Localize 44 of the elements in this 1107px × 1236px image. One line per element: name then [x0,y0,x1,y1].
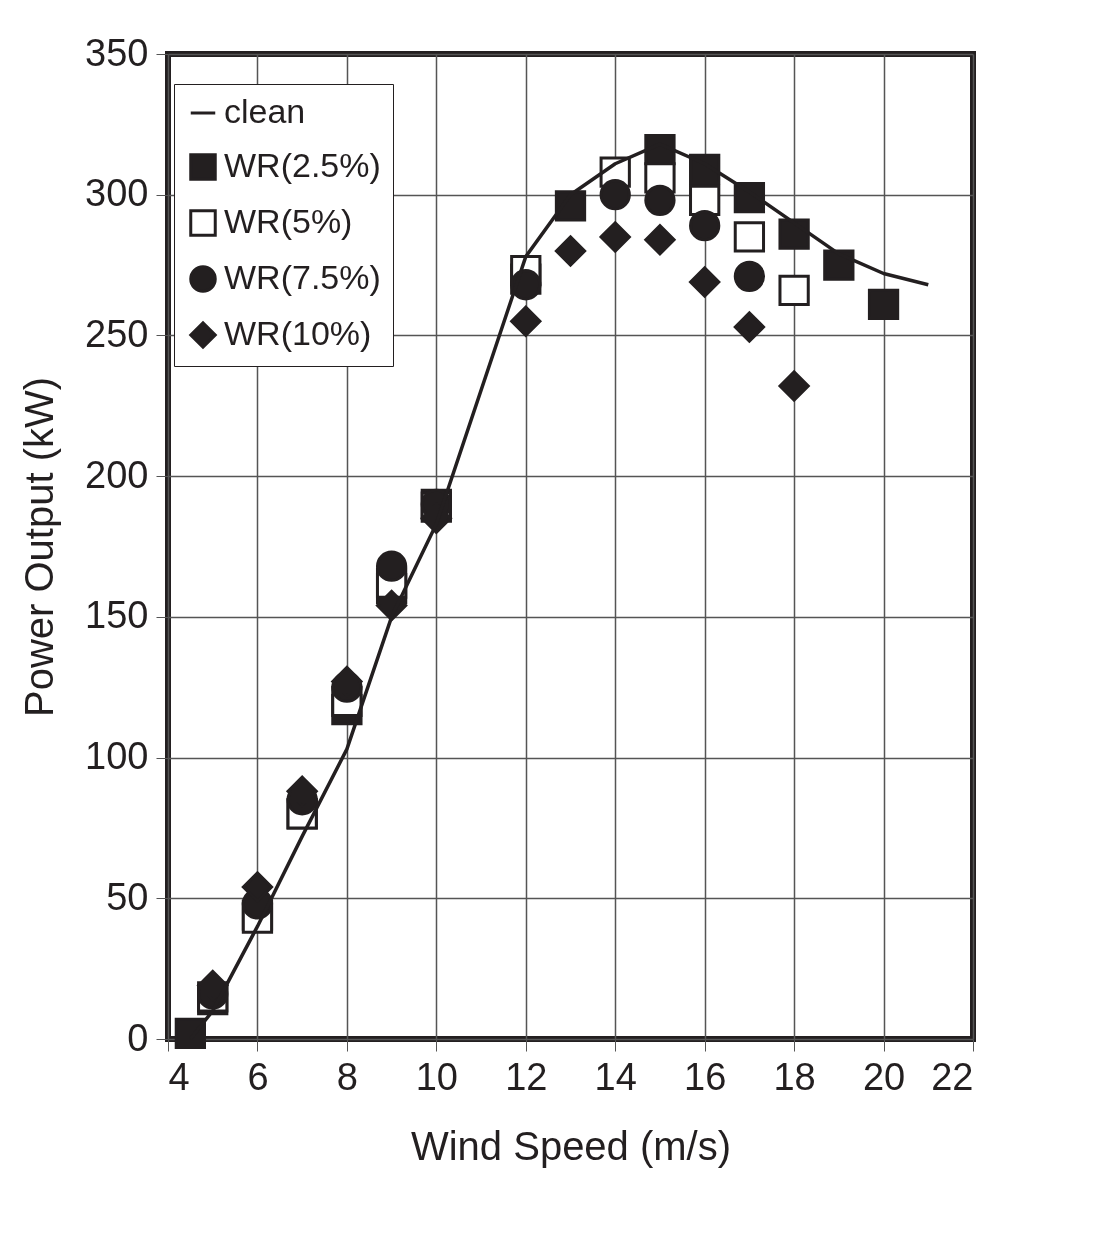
point [733,260,766,292]
y-tick-label: 100 [85,735,149,778]
x-tick-label: 14 [594,1055,637,1098]
x-tick-label: 4 [168,1055,190,1098]
legend-label: clean [224,92,306,130]
legend-label: WR(10%) [224,314,372,352]
point [778,370,810,402]
y-tick-label: 200 [85,453,149,496]
y-tick-label: 250 [85,312,149,355]
y-axis-title: Power Output (kW) [17,376,62,718]
x-axis-title: Wind Speed (m/s) [410,1123,732,1168]
point [778,274,810,307]
point [644,224,676,256]
point [689,266,721,298]
point [599,221,631,253]
y-tick-label: 0 [127,1016,149,1059]
y-tick-label: 50 [106,875,149,918]
legend-label: WR(5%) [224,202,353,240]
x-tick-label: 8 [336,1055,358,1098]
point [644,184,676,216]
point [689,210,721,242]
legend-label: WR(7.5%) [224,258,381,296]
x-tick-label: 12 [505,1055,548,1098]
point [375,550,408,582]
x-tick-label: 10 [415,1055,458,1098]
y-tick-label: 150 [85,594,149,637]
point [867,288,900,321]
x-tick-label: 16 [684,1055,727,1098]
x-tick-label: 18 [773,1055,816,1098]
point [174,1017,206,1050]
point [778,218,810,250]
point [554,190,587,222]
y-tick-label: 350 [85,31,149,74]
point [510,305,542,337]
point [733,221,766,253]
legend-label: WR(2.5%) [224,146,381,184]
point [554,235,587,267]
point [823,249,855,281]
y-tick-label: 300 [85,172,149,215]
x-tick-label: 20 [862,1055,906,1098]
x-tick-label: 6 [247,1055,269,1098]
point [599,179,631,211]
point [733,311,766,343]
x-tick-label: 22 [931,1055,974,1098]
